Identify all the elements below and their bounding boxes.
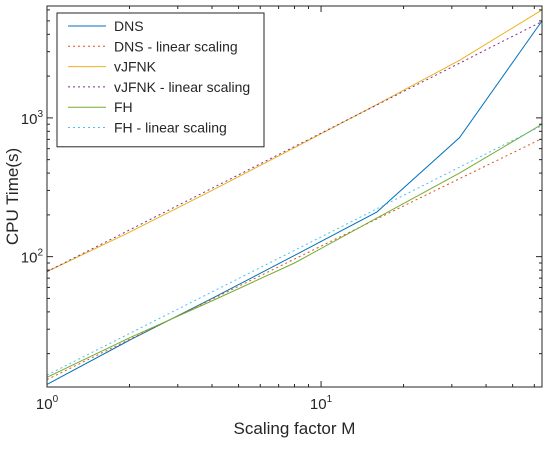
- x-tick-label-0: 100: [36, 394, 59, 413]
- series-layer: [46, 9, 543, 385]
- series-line-1: [46, 138, 543, 381]
- x-axis-label: Scaling factor M: [234, 419, 356, 438]
- ticks-layer: 100 101 102 103: [21, 6, 542, 413]
- x-tick-label-1: 101: [310, 394, 333, 413]
- legend-label-5: FH - linear scaling: [114, 120, 227, 136]
- legend-label-3: vJFNK - linear scaling: [114, 79, 250, 95]
- legend-label-4: FH: [114, 99, 133, 115]
- series-line-2: [46, 9, 543, 273]
- series-line-0: [46, 20, 543, 385]
- y-axis-label: CPU Time(s): [3, 148, 22, 245]
- legend: DNS DNS - linear scaling vJFNK vJFNK - line…: [56, 12, 265, 148]
- series-line-4: [46, 123, 543, 378]
- series-line-5: [46, 125, 543, 376]
- plot-frame: [46, 5, 543, 388]
- legend-label-0: DNS: [114, 18, 144, 34]
- y-tick-label-0: 102: [21, 248, 44, 267]
- legend-label-2: vJFNK: [114, 59, 157, 75]
- legend-label-1: DNS - linear scaling: [114, 38, 238, 54]
- y-tick-label-1: 103: [21, 109, 44, 128]
- legend-box: [56, 12, 265, 148]
